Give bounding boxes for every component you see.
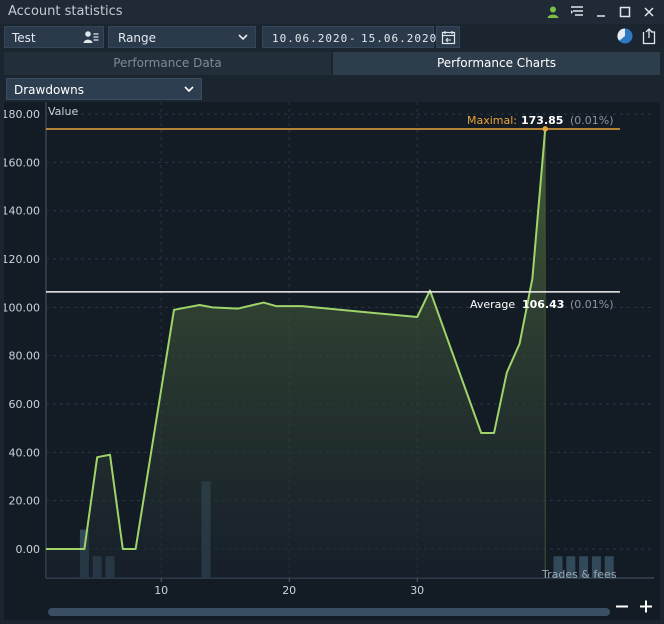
avg-pct: (0.01%): [570, 298, 614, 311]
account-selector[interactable]: Test: [4, 26, 104, 48]
x-tick-label: 10: [154, 584, 168, 597]
x-tick-label: 20: [282, 584, 296, 597]
calendar-button[interactable]: [436, 26, 460, 48]
y-axis-label: Value: [48, 105, 78, 118]
pie-chart-icon[interactable]: [616, 27, 634, 49]
avg-label: Average: [470, 298, 515, 311]
max-label-group: Maximal: 173.85 (0.01%): [467, 114, 614, 127]
trade-fee-bar: [566, 556, 576, 578]
close-icon[interactable]: [640, 3, 658, 21]
drawdowns-chart: 180.00 160.00 140.00 120.00 100.00 80.00 60.00…: [2, 102, 660, 620]
y-tick-label: 180.00: [4, 108, 40, 121]
chart-options-bar: Drawdowns: [0, 76, 664, 102]
toolbar: Test Range 10.06.2020 - 15.06.2020: [0, 24, 664, 52]
avg-value: 106.43: [522, 298, 564, 311]
horizontal-scrollbar[interactable]: [48, 608, 610, 616]
trade-fee-bar: [604, 556, 614, 578]
bars-legend-label: Trades & fees: [541, 568, 617, 581]
trade-fee-bar: [591, 556, 601, 578]
chart-type-value: Drawdowns: [14, 83, 84, 97]
zoom-out-icon[interactable]: [614, 600, 630, 616]
date-from[interactable]: 10.06.2020: [272, 32, 349, 45]
max-pct: (0.01%): [570, 114, 614, 127]
trade-fee-bar: [553, 556, 563, 578]
trade-fee-bar: [579, 556, 589, 578]
account-name: Test: [12, 31, 36, 45]
y-tick-label: 120.00: [4, 253, 40, 266]
y-tick-label: 0.00: [16, 543, 41, 556]
account-user-icon: [83, 30, 99, 47]
x-tick-label: 30: [410, 584, 424, 597]
y-tick-label: 40.00: [9, 446, 41, 459]
user-icon[interactable]: [544, 3, 562, 21]
drawdown-area: [46, 128, 546, 579]
tab-performance-charts[interactable]: Performance Charts: [333, 52, 660, 75]
tab-performance-data[interactable]: Performance Data: [4, 52, 331, 75]
y-tick-label: 160.00: [4, 156, 40, 169]
y-tick-label: 20.00: [9, 495, 41, 508]
maximal-point: [542, 126, 548, 132]
chevron-down-icon: [183, 83, 195, 98]
export-icon[interactable]: [640, 27, 658, 49]
minimize-icon[interactable]: [592, 3, 610, 21]
avg-label-group: Average 106.43 (0.01%): [470, 298, 614, 311]
calendar-icon: [441, 30, 457, 48]
title-bar: Account statistics: [0, 0, 664, 24]
range-selector[interactable]: Range: [108, 26, 256, 48]
chart-svg: 180.00160.00140.00120.00100.0080.0060.00…: [2, 102, 654, 616]
chevron-down-icon: [237, 31, 249, 46]
window-title: Account statistics: [8, 4, 123, 19]
maximize-icon[interactable]: [616, 3, 634, 21]
max-value: 173.85: [521, 114, 563, 127]
tab-bar: Performance Data Performance Charts: [4, 52, 660, 76]
filter-list-icon[interactable]: [568, 3, 586, 21]
y-tick-label: 60.00: [9, 398, 41, 411]
drawdown-line: [46, 128, 547, 551]
date-range-field[interactable]: 10.06.2020 - 15.06.2020: [262, 26, 438, 48]
chart-type-dropdown[interactable]: Drawdowns: [6, 78, 202, 100]
date-separator: -: [349, 32, 357, 45]
max-label: Maximal:: [467, 114, 517, 127]
date-to[interactable]: 15.06.2020: [361, 32, 438, 45]
y-tick-label: 80.00: [9, 350, 41, 363]
y-tick-label: 140.00: [4, 205, 40, 218]
y-tick-label: 100.00: [4, 301, 40, 314]
range-value: Range: [118, 31, 157, 45]
zoom-in-icon[interactable]: [638, 600, 654, 616]
window-controls: [544, 3, 658, 21]
